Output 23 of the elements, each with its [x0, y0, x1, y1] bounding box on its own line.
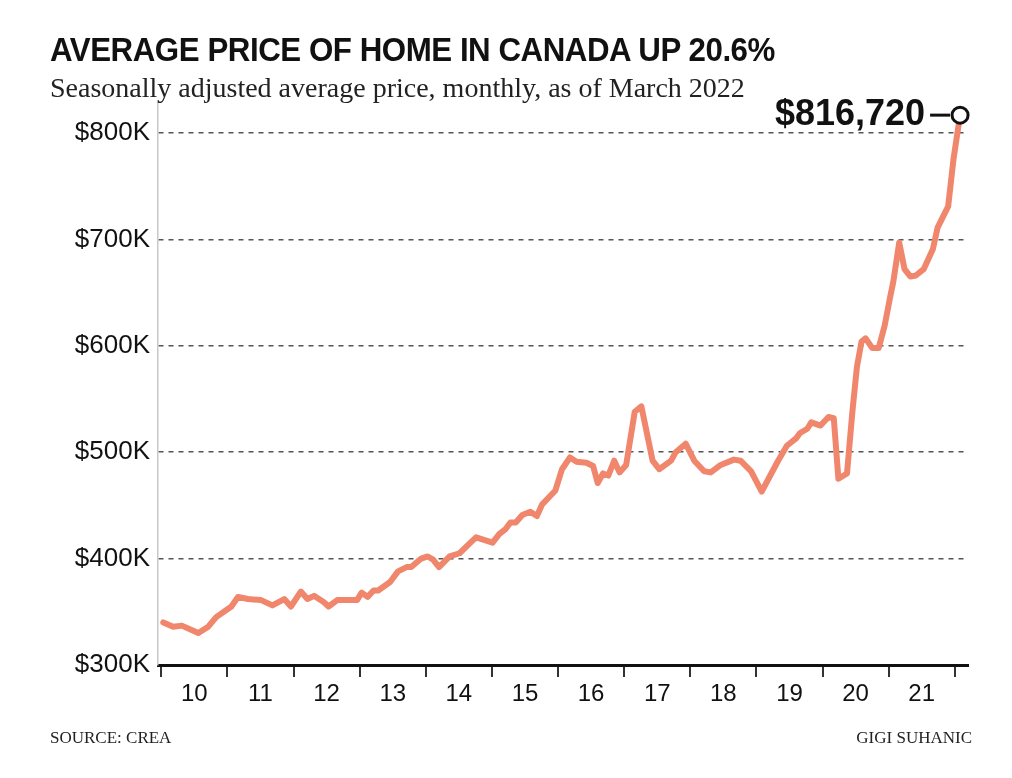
y-tick-label: $500K [74, 435, 151, 466]
y-tick-label: $800K [74, 116, 151, 147]
y-tick-label: $300K [74, 648, 151, 679]
chart-title: AVERAGE PRICE OF HOME IN CANADA UP 20.6% [50, 30, 775, 69]
y-tick-label: $700K [74, 222, 151, 253]
y-tick-label: $600K [74, 328, 151, 359]
x-tick-label: 11 [248, 679, 273, 707]
x-tick-label: 21 [908, 679, 936, 707]
x-tick-label: 10 [181, 679, 208, 707]
x-tick-label: 17 [643, 679, 671, 707]
x-tick-label: 20 [842, 679, 869, 707]
y-tick-label: $400K [74, 541, 151, 572]
x-tick-label: 12 [313, 679, 340, 707]
x-tick-label: 19 [776, 679, 803, 707]
x-tick-label: 15 [511, 679, 539, 707]
source-note: SOURCE: CREA [50, 728, 172, 748]
text: GIGI SUHANIC [856, 728, 972, 748]
chart-subtitle: Seasonally adjusted average price, monthly, as of March 2022 [50, 72, 745, 104]
x-tick-label: 18 [710, 679, 737, 707]
x-tick-label: 13 [379, 679, 407, 707]
x-tick-label: 16 [577, 679, 605, 707]
x-tick-label: 14 [445, 679, 473, 707]
annotation: $816,720 [774, 92, 926, 134]
